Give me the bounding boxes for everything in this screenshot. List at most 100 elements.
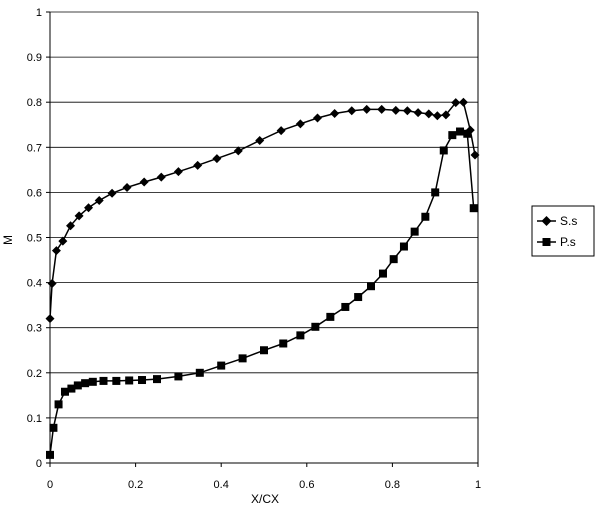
data-point-s-s: [66, 221, 76, 231]
y-tick-label: 0.1: [27, 413, 42, 425]
data-point-p-s: [367, 282, 375, 291]
x-tick-label: 0: [47, 479, 53, 491]
y-tick-label: 0.7: [27, 142, 42, 154]
data-point-p-s: [49, 423, 58, 432]
data-point-s-s: [74, 211, 84, 221]
data-point-s-s: [51, 246, 61, 256]
data-point-p-s: [217, 361, 226, 370]
y-tick-label: 0.9: [27, 52, 42, 64]
data-point-p-s: [73, 381, 82, 390]
data-point-p-s: [456, 127, 465, 136]
data-point-s-s: [84, 203, 94, 213]
data-point-s-s: [402, 106, 412, 116]
data-point-s-s: [391, 105, 401, 115]
data-point-s-s: [377, 104, 387, 114]
x-tick-label: 0.6: [299, 479, 314, 491]
y-tick-label: 0.8: [27, 97, 42, 109]
data-point-s-s: [276, 126, 286, 136]
x-tick-label: 1: [475, 479, 481, 491]
data-point-s-s: [295, 119, 305, 129]
data-point-p-s: [174, 372, 183, 381]
data-point-s-s: [58, 236, 68, 246]
data-point-p-s: [54, 400, 63, 409]
x-axis-title: X/CX: [251, 492, 279, 506]
data-point-s-s: [424, 109, 434, 119]
data-point-s-s: [330, 108, 340, 118]
data-point-p-s: [410, 227, 419, 236]
data-point-p-s: [153, 375, 161, 384]
data-point-p-s: [469, 204, 478, 213]
data-point-s-s: [255, 136, 265, 146]
data-point-s-s: [139, 177, 149, 187]
data-point-p-s: [341, 302, 350, 311]
data-point-p-s: [195, 368, 204, 377]
data-point-p-s: [67, 384, 76, 393]
data-point-s-s: [122, 182, 132, 192]
data-point-s-s: [212, 154, 222, 164]
x-tick-label: 0.2: [128, 479, 143, 491]
data-point-s-s: [45, 314, 55, 324]
x-tick-label: 0.4: [214, 479, 229, 491]
data-point-p-s: [88, 377, 97, 386]
data-point-p-s: [99, 376, 108, 385]
data-point-p-s: [326, 312, 335, 321]
y-tick-label: 0.3: [27, 323, 42, 335]
data-point-s-s: [362, 104, 372, 114]
legend: S.s P.s: [531, 205, 595, 257]
y-tick-label: 0.6: [27, 187, 42, 199]
data-point-p-s: [46, 450, 54, 459]
y-tick-label: 0.4: [27, 278, 42, 290]
legend-diamond-marker: [541, 216, 552, 226]
data-point-p-s: [81, 379, 90, 388]
data-point-p-s: [463, 129, 472, 138]
data-point-p-s: [389, 255, 398, 264]
data-point-p-s: [279, 339, 288, 348]
data-point-p-s: [138, 376, 147, 385]
data-point-p-s: [260, 346, 268, 355]
data-point-p-s: [354, 293, 363, 302]
data-point-p-s: [448, 131, 457, 140]
grid-lines: [50, 11, 478, 419]
legend-label-p-s: P.s: [560, 235, 576, 249]
data-point-s-s: [193, 160, 203, 170]
y-tick-label: 1: [36, 7, 42, 19]
axes: [46, 11, 479, 467]
data-point-s-s: [458, 97, 468, 107]
legend-box: [531, 205, 595, 257]
x-tick-label: 0.8: [385, 479, 400, 491]
y-axis-title: M: [1, 235, 15, 245]
series-line-p-s: [49, 130, 475, 455]
data-point-p-s: [296, 331, 305, 340]
tick-labels: 0 0.1 0.2 0.3 0.4 0.5 0.6 0.7 0.8 0.9 1 0 0.2 0.4 0.6 0…: [27, 7, 481, 491]
data-point-s-s: [107, 188, 117, 198]
data-point-p-s: [311, 322, 320, 331]
y-tick-label: 0.2: [27, 368, 42, 380]
data-point-p-s: [112, 376, 121, 385]
data-point-s-s: [413, 108, 423, 118]
series-line-s-s: [49, 101, 476, 319]
data-point-s-s: [156, 172, 166, 182]
data-point-s-s: [451, 98, 461, 108]
data-point-p-s: [431, 188, 440, 197]
data-point-s-s: [313, 113, 322, 123]
y-tick-label: 0: [36, 458, 42, 470]
data-point-s-s: [47, 279, 57, 289]
data-point-s-s: [94, 196, 104, 206]
data-point-s-s: [432, 111, 442, 121]
y-tick-label: 0.5: [27, 233, 42, 245]
data-point-p-s: [421, 212, 430, 221]
data-point-p-s: [125, 376, 134, 385]
data-point-p-s: [378, 269, 387, 278]
data-point-s-s: [441, 110, 451, 120]
data-point-p-s: [60, 387, 69, 396]
data-point-s-s: [173, 167, 183, 177]
data-point-p-s: [399, 242, 408, 251]
legend-square-marker: [542, 238, 551, 246]
data-point-s-s: [233, 146, 243, 156]
data-point-s-s: [347, 106, 357, 116]
data-series: [45, 97, 480, 459]
data-point-p-s: [439, 146, 448, 155]
legend-label-s-s: S.s: [560, 214, 577, 228]
data-point-s-s: [470, 150, 480, 160]
